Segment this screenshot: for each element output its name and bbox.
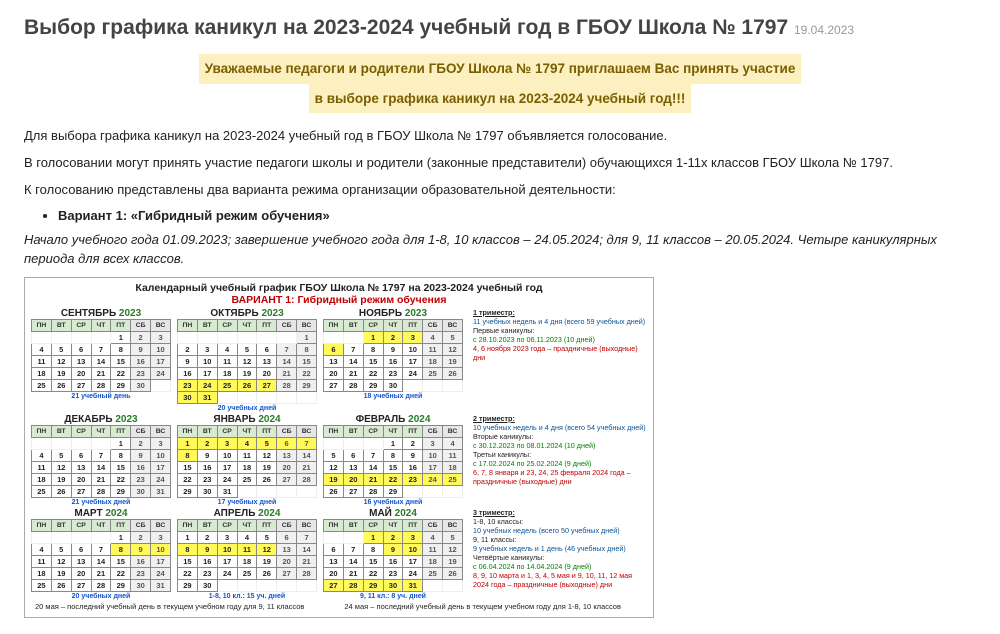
variant-1-item: Вариант 1: «Гибридный режим обучения» — [58, 208, 976, 223]
variant-1-desc-a: Начало учебного года 01.09.2023; заверше… — [24, 232, 794, 247]
footnote-2: 24 мая – последний учебный день в текуще… — [344, 602, 621, 611]
calendar-footnote: 20 мая – последний учебный день в текуще… — [31, 600, 647, 611]
calendar-grid: СЕНТЯБРЬ 2023ПНВТСРЧТПТСБВС 123456789101… — [31, 308, 647, 600]
variant-list: Вариант 1: «Гибридный режим обучения» — [58, 208, 976, 223]
title-text: Выбор графика каникул на 2023-2024 учебн… — [24, 16, 788, 39]
highlight-line-1: Уважаемые педагоги и родители ГБОУ Школа… — [199, 54, 802, 84]
intro-paragraph-3: К голосованию представлены два варианта … — [24, 181, 976, 200]
calendar-title: Календарный учебный график ГБОУ Школа № … — [31, 282, 647, 294]
intro-paragraph-1: Для выбора графика каникул на 2023-2024 … — [24, 127, 976, 146]
highlight-banner: Уважаемые педагоги и родители ГБОУ Школа… — [24, 54, 976, 113]
variant-1-description: Начало учебного года 01.09.2023; заверше… — [24, 231, 976, 269]
calendar-image: Календарный учебный график ГБОУ Школа № … — [24, 277, 654, 618]
calendar-subtitle: ВАРИАНТ 1: Гибридный режим обучения — [31, 294, 647, 306]
page-date: 19.04.2023 — [794, 23, 854, 37]
page-title: Выбор графика каникул на 2023-2024 учебн… — [24, 16, 976, 40]
highlight-line-2: в выборе графика каникул на 2023-2024 уч… — [309, 84, 692, 114]
intro-paragraph-2: В голосовании могут принять участие педа… — [24, 154, 976, 173]
footnote-1: 20 мая – последний учебный день в текуще… — [35, 602, 304, 611]
